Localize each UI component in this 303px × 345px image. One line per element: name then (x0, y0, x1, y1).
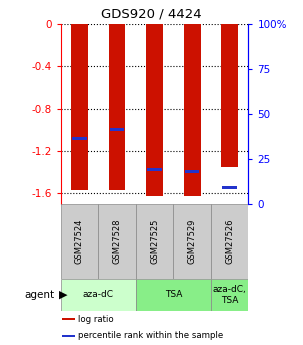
Text: aza-dC: aza-dC (83, 290, 114, 299)
Text: GDS920 / 4424: GDS920 / 4424 (101, 8, 202, 21)
Bar (108, 24, 125, 190)
Bar (221, 24, 238, 167)
Bar (71, 24, 88, 190)
Bar (61, 279, 136, 311)
Bar (173, 204, 211, 279)
Bar (136, 279, 211, 311)
Text: aza-dC,
TSA: aza-dC, TSA (213, 285, 247, 305)
Text: GSM27525: GSM27525 (150, 219, 159, 264)
Bar (62, 318, 75, 320)
Text: ▶: ▶ (59, 290, 68, 300)
Bar (110, 128, 124, 131)
Bar (62, 335, 75, 337)
Text: TSA: TSA (165, 290, 182, 299)
Bar (211, 279, 248, 311)
Text: GSM27524: GSM27524 (75, 219, 84, 264)
Bar (184, 24, 201, 196)
Text: GSM27526: GSM27526 (225, 219, 234, 264)
Bar (136, 204, 173, 279)
Text: GSM27529: GSM27529 (188, 219, 197, 264)
Bar (222, 186, 237, 189)
Text: GSM27528: GSM27528 (112, 219, 122, 264)
Bar (72, 137, 87, 140)
Bar (185, 170, 199, 174)
Text: agent: agent (25, 290, 55, 300)
Bar (98, 204, 136, 279)
Bar (61, 204, 98, 279)
Text: log ratio: log ratio (78, 315, 114, 324)
Bar (146, 24, 163, 196)
Bar (211, 204, 248, 279)
Text: percentile rank within the sample: percentile rank within the sample (78, 331, 224, 340)
Bar (147, 168, 162, 171)
